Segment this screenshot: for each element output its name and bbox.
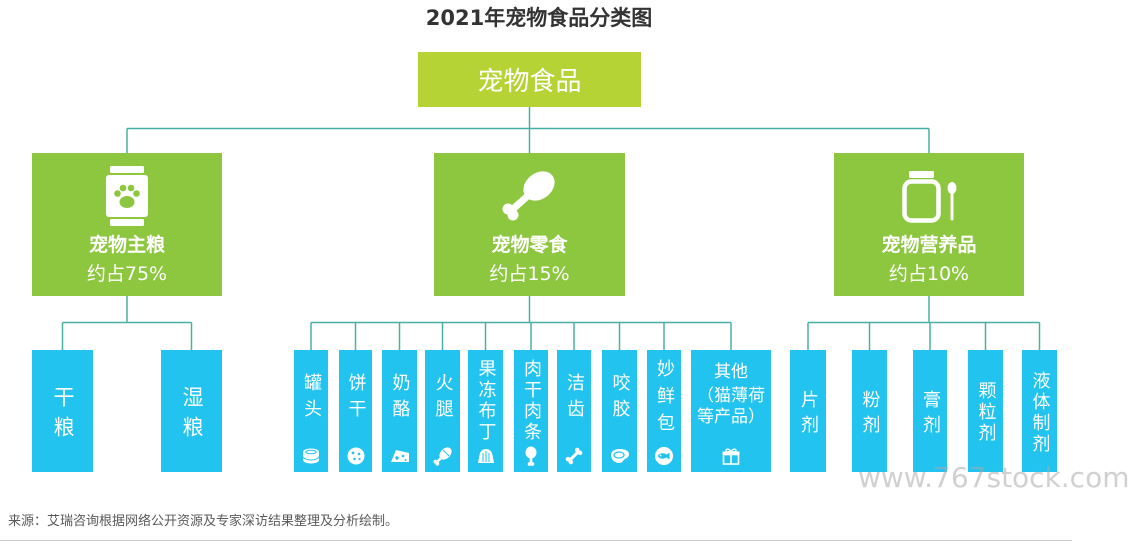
category-share: 约占15% — [489, 263, 570, 285]
drumstick-icon — [502, 171, 555, 221]
leaf-label: 膏剂 — [920, 389, 941, 440]
leaf-label: 颗粒剂 — [975, 381, 997, 444]
leaf-label-area: 湿粮 — [161, 350, 222, 472]
leaf-label: 湿粮 — [180, 385, 204, 446]
leaf-label: 粉剂 — [859, 389, 881, 440]
biscuit-icon — [347, 447, 364, 465]
source-note: 来源：艾瑞咨询根据网络公开资源及专家深访结果整理及分析绘制。 — [8, 514, 399, 529]
leaf-label: 罐头 — [301, 373, 322, 425]
leaf-label-area: 片剂 — [790, 350, 826, 472]
leaf-label-area: 其他 （猫薄荷等产品） — [691, 360, 771, 428]
leaf-label-area: 罐头 — [294, 350, 328, 440]
leaf-node-dry-food: 干粮 — [32, 350, 93, 472]
leaf-node-canned-food: 罐头 — [294, 350, 328, 472]
supplement-jar-icon — [902, 171, 957, 223]
leaf-label: 肉干肉条 — [521, 358, 542, 443]
steak-icon — [610, 449, 629, 463]
bottom-divider — [0, 540, 1072, 541]
leaf-label: 奶酪 — [389, 373, 411, 425]
leaf-label: 妙鲜包 — [654, 359, 675, 440]
can-icon — [302, 448, 320, 464]
leaf-label-area: 奶酪 — [382, 350, 417, 440]
category-name: 宠物零食 — [491, 234, 568, 256]
leaf-label-area: 粉剂 — [852, 350, 887, 472]
leaf-node-chew: 咬胶 — [602, 350, 637, 472]
fish-icon — [655, 447, 673, 465]
leaf-label-area: 膏剂 — [913, 350, 947, 472]
leaf-label-area: 妙鲜包 — [647, 350, 681, 440]
ham-icon — [433, 447, 452, 466]
gift-icon — [722, 448, 740, 465]
leaf-label-area: 咬胶 — [602, 350, 637, 440]
leaf-label-area: 液体制剂 — [1022, 350, 1057, 472]
leaf-label-area: 火腿 — [425, 350, 460, 440]
root-label: 宠物食品 — [477, 67, 582, 97]
leaf-node-wet-pouch: 妙鲜包 — [647, 350, 681, 472]
leaf-label: 其他 — [714, 362, 748, 382]
leaf-label-area: 洁齿 — [557, 350, 591, 440]
leaf-node-biscuit: 饼干 — [339, 350, 372, 472]
leaf-label-area: 干粮 — [32, 350, 93, 472]
leaf-node-powder: 粉剂 — [852, 350, 887, 472]
leaf-node-jelly-pudding: 果冻布丁 — [468, 350, 503, 472]
category-share: 约占75% — [86, 263, 168, 285]
leaf-label: 咬胶 — [609, 373, 631, 425]
leaf-node-ham: 火腿 — [425, 350, 460, 472]
watermark: www.767stock.com — [858, 461, 1130, 494]
leaf-node-paste: 膏剂 — [913, 350, 947, 472]
leaf-node-liquid: 液体制剂 — [1022, 350, 1057, 472]
leaf-label-area: 颗粒剂 — [968, 350, 1003, 472]
category-node-staple-food: 宠物主粮 约占75% — [32, 153, 222, 296]
leaf-label: 火腿 — [432, 373, 454, 425]
leaf-label: 干粮 — [51, 385, 75, 446]
root-node: 宠物食品 — [418, 52, 641, 107]
leaf-node-granule: 颗粒剂 — [968, 350, 1003, 472]
category-name: 宠物主粮 — [88, 234, 165, 256]
leaf-label: 片剂 — [798, 389, 819, 440]
leaf-node-tablet: 片剂 — [790, 350, 826, 472]
leaf-node-wet-food: 湿粮 — [161, 350, 222, 472]
category-node-supplements: 宠物营养品 约占10% — [834, 153, 1024, 296]
cheese-icon — [390, 450, 409, 462]
leaf-label: 液体制剂 — [1029, 370, 1051, 455]
leaf-node-cheese: 奶酪 — [382, 350, 417, 472]
leaf-label: 果冻布丁 — [475, 358, 497, 443]
category-share: 约占10% — [888, 263, 970, 285]
leaf-label: 饼干 — [345, 373, 367, 425]
diagram-title: 2021年宠物食品分类图 — [425, 6, 653, 30]
bone-icon — [565, 447, 583, 465]
pet-food-bag-icon — [106, 166, 148, 226]
leaf-label-area: 肉干肉条 — [514, 350, 548, 443]
drumstick-icon — [525, 446, 537, 466]
leaf-label-area: 饼干 — [339, 350, 372, 440]
leaf-label-area: 果冻布丁 — [468, 350, 503, 443]
jelly-pudding-icon — [477, 449, 494, 463]
leaf-node-other: 其他 （猫薄荷等产品） — [691, 350, 771, 472]
category-node-snacks: 宠物零食 约占15% — [434, 153, 625, 296]
category-name: 宠物营养品 — [881, 234, 977, 256]
leaf-node-jerky: 肉干肉条 — [514, 350, 548, 472]
leaf-note: （猫薄荷等产品） — [696, 386, 765, 427]
leaf-node-dental-care: 洁齿 — [557, 350, 591, 472]
leaf-label: 洁齿 — [564, 373, 585, 425]
